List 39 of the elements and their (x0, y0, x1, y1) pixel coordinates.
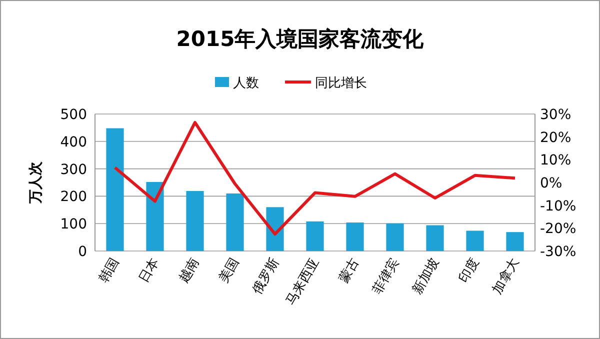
bar (426, 225, 444, 251)
bar (386, 223, 404, 251)
bar (106, 128, 124, 251)
y2-tick-label: 10% (540, 152, 572, 169)
x-tick-label: 印度 (456, 255, 482, 286)
x-tick-label: 越南 (176, 256, 202, 286)
x-tick-label: 加拿大 (490, 256, 522, 297)
legend-label: 人数 (233, 76, 259, 91)
y-tick-label: 300 (60, 162, 87, 178)
y-tick-label: 100 (60, 216, 87, 233)
bar (466, 230, 484, 251)
bar (146, 182, 164, 251)
x-tick-label: 马来西亚 (283, 256, 322, 308)
y-tick-label: 0 (78, 244, 87, 260)
bar (186, 190, 204, 251)
x-tick-label: 美国 (216, 255, 242, 286)
y2-tick-label: -30% (540, 244, 576, 260)
line-series (114, 120, 516, 236)
x-tick-label: 蒙古 (336, 256, 362, 286)
y-tick-label: 200 (60, 189, 87, 206)
y-axis-title: 万人次 (28, 160, 44, 204)
y2-tick-label: -20% (540, 221, 576, 238)
x-tick-label: 菲律宾 (369, 255, 402, 297)
y2-tick-label: 20% (540, 130, 572, 146)
x-tick-label: 韩国 (96, 256, 122, 286)
bar (226, 193, 244, 251)
y-tick-label: 400 (60, 134, 87, 150)
x-tick-label: 俄罗斯 (250, 256, 282, 297)
y2-tick-label: 30% (540, 107, 572, 123)
bar (506, 232, 524, 251)
y2-tick-label: 0% (540, 176, 562, 192)
legend-label: 同比增长 (315, 76, 367, 91)
chart-title: 2015年入境国家客流变化 (176, 27, 425, 51)
y-tick-label: 500 (60, 107, 87, 123)
y2-tick-label: -10% (540, 198, 576, 214)
bar (346, 222, 364, 251)
x-tick-label: 新加坡 (410, 256, 442, 297)
bar (306, 221, 324, 251)
x-tick-label: 日本 (136, 256, 162, 286)
